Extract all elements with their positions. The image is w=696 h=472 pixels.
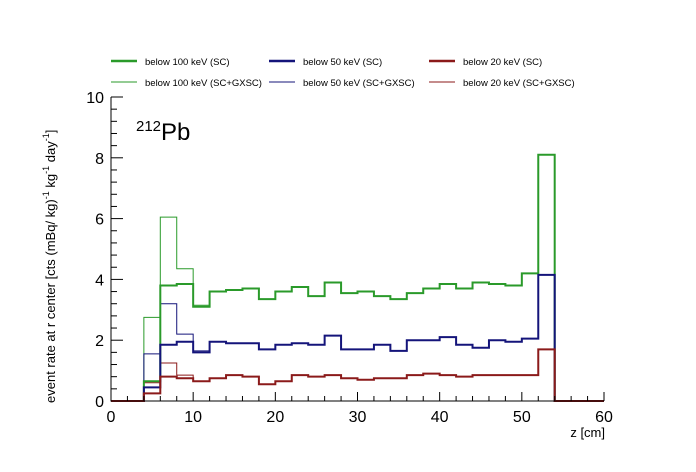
- isotope-element: Pb: [161, 119, 190, 146]
- series-line: [111, 348, 604, 402]
- series-line: [111, 273, 604, 402]
- x-tick-label: 30: [349, 409, 367, 426]
- y-tick-label: 8: [95, 151, 104, 168]
- axes: 0 10 20 30 40 50 60 0 2 4 6 8 10: [86, 90, 613, 426]
- y-axis-label-sup: -1: [41, 133, 51, 141]
- x-tick-label: 40: [431, 409, 449, 426]
- x-axis-label: z [cm]: [570, 425, 605, 440]
- isotope-mass-number: 212: [136, 118, 161, 135]
- isotope-annotation: 212Pb: [136, 118, 190, 146]
- x-tick-label: 0: [107, 409, 116, 426]
- x-tick-label: 10: [184, 409, 202, 426]
- legend-label: below 100 keV (SC): [145, 57, 229, 68]
- y-axis-label-sup: -1: [41, 166, 51, 174]
- y-tick-label: 10: [86, 90, 104, 107]
- y-tick-label: 6: [95, 212, 104, 229]
- y-axis-label-end: ]: [43, 130, 58, 134]
- x-tick-label: 50: [513, 409, 531, 426]
- legend-label: below 100 keV (SC+GXSC): [145, 78, 262, 89]
- y-tick-label: 0: [95, 394, 104, 411]
- plot-area: [111, 153, 604, 402]
- y-axis-label-mid: kg: [43, 174, 58, 191]
- legend-label: below 50 keV (SC+GXSC): [303, 78, 415, 89]
- y-axis-label: event rate at r center [cts (mBq/ kg)-1 …: [41, 130, 58, 403]
- legend: below 100 keV (SC) below 50 keV (SC) below…: [111, 57, 575, 89]
- y-axis-label-sup: -1: [41, 191, 51, 199]
- series-line: [111, 153, 604, 402]
- legend-label: below 50 keV (SC): [303, 57, 382, 68]
- series-line: [111, 154, 604, 402]
- x-tick-label: 20: [266, 409, 284, 426]
- y-tick-label: 2: [95, 333, 104, 350]
- legend-label: below 20 keV (SC+GXSC): [463, 78, 575, 89]
- y-axis-label-main: event rate at r center [cts (mBq/ kg): [43, 199, 58, 403]
- x-tick-label: 60: [595, 409, 613, 426]
- legend-label: below 20 keV (SC): [463, 57, 542, 68]
- y-axis-label-mid: day: [43, 141, 58, 166]
- y-tick-label: 4: [95, 272, 104, 289]
